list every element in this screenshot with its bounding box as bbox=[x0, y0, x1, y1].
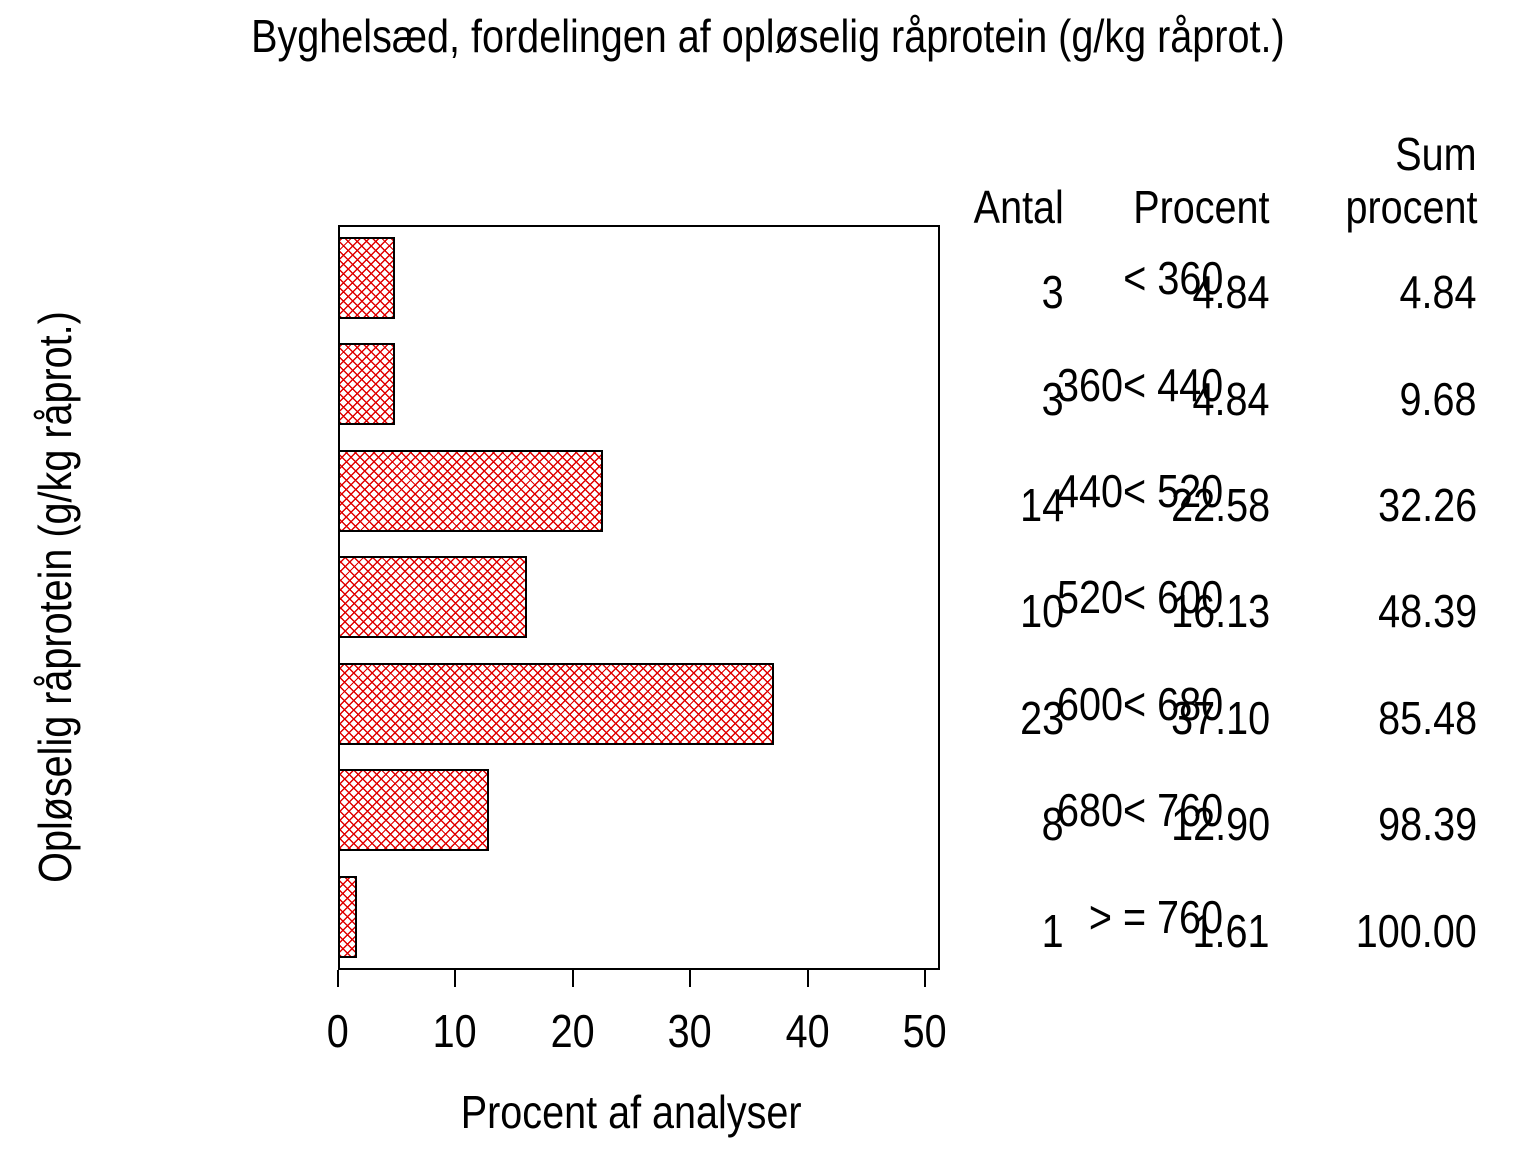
sum-procent-value: 48.39 bbox=[1377, 585, 1477, 637]
chart-title-text: Byghelsæd, fordelingen af opløselig råpr… bbox=[251, 10, 1285, 62]
table-header-sum-line2: procent bbox=[1324, 184, 1477, 230]
table-row-6-antal: 8 bbox=[1038, 801, 1064, 847]
category-label-5: 600< 680 bbox=[1030, 681, 1223, 727]
table-row-7-sum: 100.00 bbox=[1336, 908, 1477, 954]
category-label-text: > = 760 bbox=[1088, 891, 1223, 943]
x-tick-10 bbox=[454, 970, 456, 987]
category-label-6: 680< 760 bbox=[1030, 787, 1223, 833]
bar-3 bbox=[338, 450, 603, 532]
x-tick-30 bbox=[689, 970, 691, 987]
category-label-text: 520< 600 bbox=[1056, 571, 1223, 623]
antal-value: 3 bbox=[1041, 373, 1064, 425]
procent-value: 16.13 bbox=[1170, 585, 1270, 637]
table-row-5-sum: 85.48 bbox=[1362, 695, 1477, 741]
sum-procent-value: 98.39 bbox=[1377, 798, 1477, 850]
table-row-1-sum: 4.84 bbox=[1387, 269, 1477, 315]
table-row-3-procent: 22.58 bbox=[1155, 482, 1270, 528]
x-tick-label-text: 0 bbox=[326, 1005, 350, 1057]
x-tick-label-40: 40 bbox=[738, 1008, 878, 1054]
category-label-text: < 360 bbox=[1122, 252, 1223, 304]
procent-value: 4.84 bbox=[1193, 266, 1270, 318]
table-row-1-procent: 4.84 bbox=[1180, 269, 1270, 315]
table-header-sum-line1: Sum bbox=[1382, 131, 1477, 177]
category-label-text: 600< 680 bbox=[1056, 678, 1223, 730]
antal-value: 14 bbox=[1019, 479, 1064, 531]
antal-value: 23 bbox=[1019, 692, 1064, 744]
table-header-procent: Procent bbox=[1111, 184, 1270, 230]
table-row-3-sum: 32.26 bbox=[1362, 482, 1477, 528]
x-tick-50 bbox=[924, 970, 926, 987]
bar-2 bbox=[338, 343, 395, 425]
category-label-2: 360< 440 bbox=[1030, 362, 1223, 408]
bar-7 bbox=[338, 876, 357, 958]
table-row-5-procent: 37.10 bbox=[1155, 695, 1270, 741]
table-row-2-procent: 4.84 bbox=[1180, 376, 1270, 422]
x-tick-20 bbox=[572, 970, 574, 987]
table-row-4-sum: 48.39 bbox=[1362, 588, 1477, 634]
x-axis-title-text: Procent af analyser bbox=[461, 1086, 802, 1138]
table-row-3-antal: 14 bbox=[1013, 482, 1064, 528]
category-label-text: 680< 760 bbox=[1056, 784, 1223, 836]
sum-procent-value: 85.48 bbox=[1377, 692, 1477, 744]
x-tick-label-50: 50 bbox=[855, 1008, 995, 1054]
sum-procent-value: 100.00 bbox=[1355, 905, 1477, 957]
x-tick-0 bbox=[337, 970, 339, 987]
x-tick-label-text: 40 bbox=[785, 1005, 830, 1057]
x-tick-label-text: 30 bbox=[667, 1005, 712, 1057]
bar-6 bbox=[338, 769, 489, 851]
category-label-3: 440< 520 bbox=[1030, 468, 1223, 514]
procent-value: 37.10 bbox=[1170, 692, 1270, 744]
table-row-2-antal: 3 bbox=[1038, 376, 1064, 422]
category-label-text: 440< 520 bbox=[1056, 465, 1223, 517]
category-label-7: > = 760 bbox=[1067, 894, 1223, 940]
x-tick-label-20: 20 bbox=[503, 1008, 643, 1054]
bar-4 bbox=[338, 556, 527, 638]
y-axis-title-text: Opløselig råprotein (g/kg råprot.) bbox=[29, 311, 81, 883]
category-label-4: 520< 600 bbox=[1030, 574, 1223, 620]
table-header-procent-text: Procent bbox=[1133, 181, 1270, 233]
antal-value: 10 bbox=[1019, 585, 1064, 637]
table-header-antal: Antal bbox=[959, 184, 1064, 230]
sum-procent-value: 9.68 bbox=[1400, 373, 1477, 425]
table-row-7-procent: 1.61 bbox=[1180, 908, 1270, 954]
table-row-4-procent: 16.13 bbox=[1155, 588, 1270, 634]
procent-value: 12.90 bbox=[1170, 798, 1270, 850]
x-tick-label-text: 20 bbox=[550, 1005, 595, 1057]
table-row-4-antal: 10 bbox=[1013, 588, 1064, 634]
procent-value: 1.61 bbox=[1193, 905, 1270, 957]
table-header-sum-line1-text: Sum bbox=[1395, 128, 1477, 180]
table-row-2-sum: 9.68 bbox=[1387, 376, 1477, 422]
table-header-antal-text: Antal bbox=[973, 181, 1064, 233]
table-row-1-antal: 3 bbox=[1038, 269, 1064, 315]
bar-5 bbox=[338, 663, 774, 745]
category-label-1: < 360 bbox=[1107, 255, 1223, 301]
table-row-5-antal: 23 bbox=[1013, 695, 1064, 741]
x-tick-label-30: 30 bbox=[620, 1008, 760, 1054]
x-tick-label-text: 50 bbox=[902, 1005, 947, 1057]
x-tick-40 bbox=[807, 970, 809, 987]
table-header-sum-line2-text: procent bbox=[1345, 181, 1477, 233]
procent-value: 4.84 bbox=[1193, 373, 1270, 425]
x-tick-label-0: 0 bbox=[268, 1008, 408, 1054]
table-row-6-procent: 12.90 bbox=[1155, 801, 1270, 847]
x-tick-label-10: 10 bbox=[385, 1008, 525, 1054]
sum-procent-value: 4.84 bbox=[1400, 266, 1477, 318]
x-axis-title: Procent af analyser bbox=[331, 1089, 932, 1135]
antal-value: 8 bbox=[1041, 798, 1064, 850]
bar-1 bbox=[338, 237, 395, 319]
category-label-text: 360< 440 bbox=[1056, 359, 1223, 411]
procent-value: 22.58 bbox=[1170, 479, 1270, 531]
antal-value: 1 bbox=[1041, 905, 1064, 957]
antal-value: 3 bbox=[1041, 266, 1064, 318]
sum-procent-value: 32.26 bbox=[1377, 479, 1477, 531]
chart-title: Byghelsæd, fordelingen af opløselig råpr… bbox=[0, 13, 1536, 59]
table-row-6-sum: 98.39 bbox=[1362, 801, 1477, 847]
table-row-7-antal: 1 bbox=[1038, 908, 1064, 954]
x-tick-label-text: 10 bbox=[432, 1005, 477, 1057]
